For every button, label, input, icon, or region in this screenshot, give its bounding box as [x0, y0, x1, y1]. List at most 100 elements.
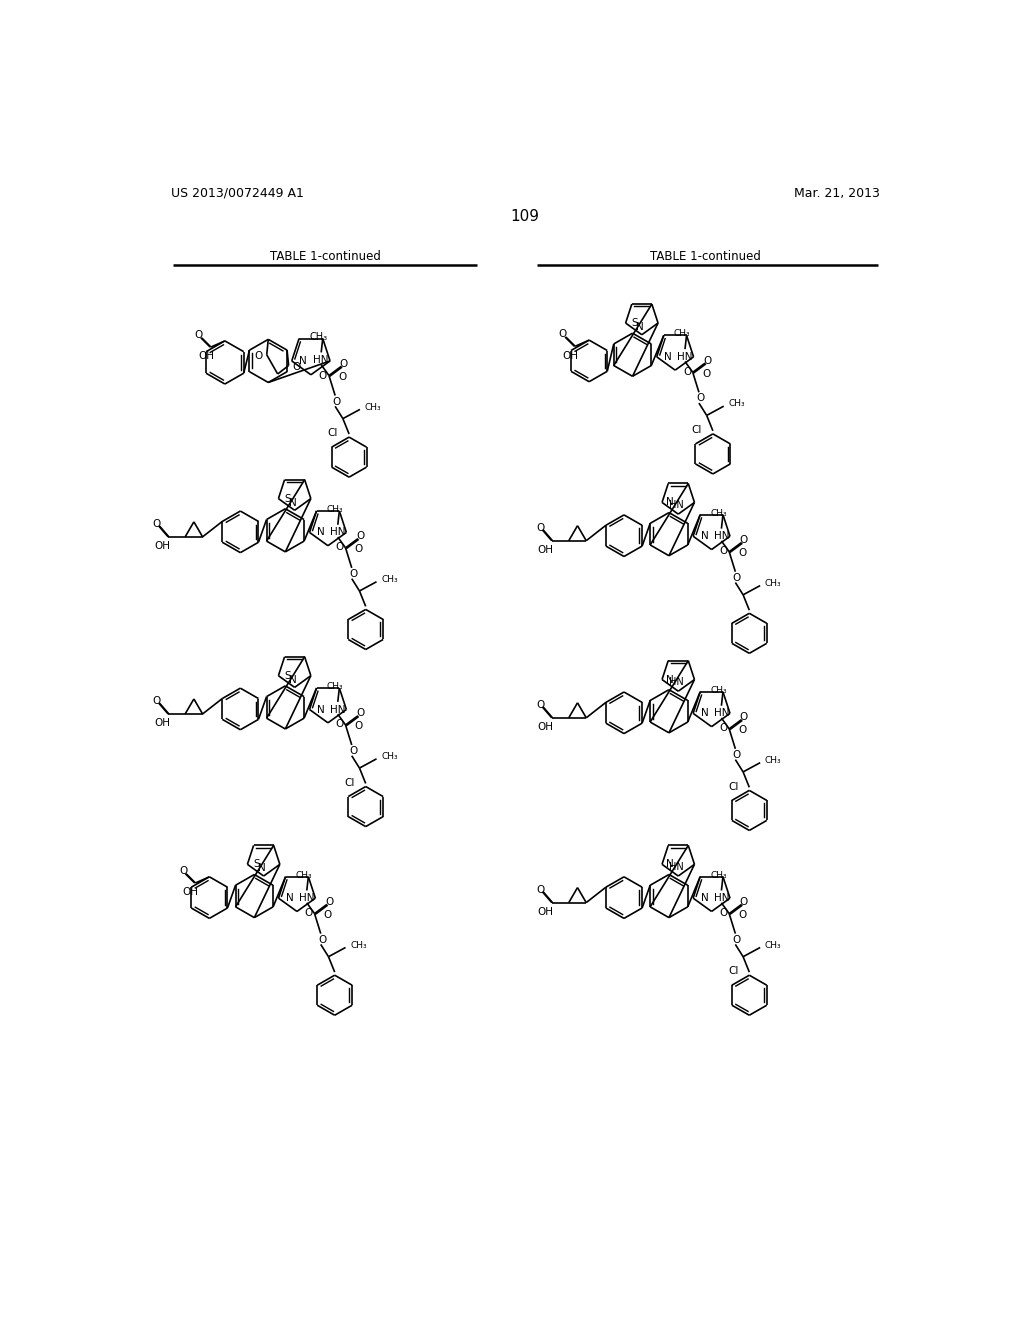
Text: Cl: Cl: [691, 425, 702, 436]
Text: O: O: [719, 723, 728, 733]
Text: O: O: [738, 725, 746, 735]
Text: O: O: [355, 722, 364, 731]
Text: O: O: [336, 719, 344, 730]
Text: O: O: [733, 935, 741, 945]
Text: CH₃: CH₃: [327, 504, 343, 513]
Text: CH₃: CH₃: [728, 400, 745, 408]
Text: O: O: [338, 372, 346, 381]
Text: S: S: [285, 671, 291, 681]
Text: O: O: [683, 367, 691, 376]
Text: Mar. 21, 2013: Mar. 21, 2013: [794, 186, 880, 199]
Text: N: N: [258, 863, 266, 874]
Text: S: S: [253, 859, 260, 870]
Text: CH₃: CH₃: [711, 508, 727, 517]
Text: O: O: [536, 523, 544, 532]
Text: N: N: [636, 322, 644, 333]
Text: O: O: [739, 535, 748, 545]
Text: O: O: [733, 750, 741, 760]
Text: O: O: [326, 898, 334, 907]
Text: HN: HN: [313, 355, 329, 366]
Text: CH₃: CH₃: [327, 682, 343, 690]
Text: OH: OH: [154, 541, 170, 550]
Text: O: O: [719, 908, 728, 917]
Text: TABLE 1-continued: TABLE 1-continued: [650, 251, 761, 264]
Text: O: O: [292, 362, 300, 372]
Text: O: O: [355, 544, 364, 554]
Text: HN: HN: [330, 528, 345, 537]
Text: O: O: [318, 371, 327, 381]
Text: O: O: [739, 713, 748, 722]
Text: O: O: [336, 543, 344, 552]
Text: OH: OH: [538, 722, 554, 733]
Text: CH₃: CH₃: [711, 686, 727, 694]
Text: 109: 109: [510, 209, 540, 223]
Text: CH₃: CH₃: [765, 578, 781, 587]
Text: N: N: [317, 528, 325, 537]
Text: CH₃: CH₃: [365, 403, 381, 412]
Text: Cl: Cl: [728, 781, 738, 792]
Text: HN: HN: [714, 709, 729, 718]
Text: S: S: [285, 494, 291, 504]
Text: N: N: [287, 894, 294, 903]
Text: OH: OH: [199, 351, 214, 362]
Text: N: N: [700, 894, 709, 903]
Text: O: O: [536, 884, 544, 895]
Text: O: O: [153, 519, 161, 529]
Text: US 2013/0072449 A1: US 2013/0072449 A1: [171, 186, 303, 199]
Text: O: O: [738, 548, 746, 558]
Text: O: O: [305, 908, 313, 917]
Text: O: O: [536, 700, 544, 710]
Text: CH₃: CH₃: [381, 752, 397, 762]
Text: OH: OH: [538, 907, 554, 917]
Text: O: O: [733, 573, 741, 583]
Text: OH: OH: [154, 718, 170, 729]
Text: O: O: [349, 746, 357, 756]
Text: O: O: [318, 935, 327, 945]
Text: HN: HN: [330, 705, 345, 714]
Text: N: N: [289, 675, 297, 685]
Text: O: O: [356, 531, 365, 541]
Text: Cl: Cl: [728, 966, 738, 977]
Text: O: O: [333, 397, 341, 407]
Text: N: N: [299, 356, 307, 366]
Text: HN: HN: [299, 894, 314, 903]
Text: CH₃: CH₃: [296, 871, 312, 879]
Text: O: O: [739, 898, 748, 907]
Text: O: O: [738, 909, 746, 920]
Text: O: O: [703, 355, 712, 366]
Text: CH₃: CH₃: [674, 329, 690, 338]
Text: HN: HN: [677, 352, 693, 362]
Text: S: S: [632, 318, 638, 329]
Text: OH: OH: [562, 351, 579, 360]
Text: HN: HN: [670, 500, 684, 510]
Text: HN: HN: [714, 894, 729, 903]
Text: N: N: [666, 859, 674, 870]
Text: Cl: Cl: [344, 777, 355, 788]
Text: Cl: Cl: [328, 428, 338, 438]
Text: O: O: [719, 546, 728, 556]
Text: HN: HN: [714, 531, 729, 541]
Text: CH₃: CH₃: [350, 941, 367, 949]
Text: N: N: [317, 705, 325, 714]
Text: TABLE 1-continued: TABLE 1-continued: [270, 251, 381, 264]
Text: N: N: [666, 675, 674, 685]
Text: N: N: [289, 498, 297, 508]
Text: O: O: [559, 329, 567, 339]
Text: O: O: [179, 866, 187, 875]
Text: CH₃: CH₃: [381, 576, 397, 583]
Text: O: O: [195, 330, 203, 339]
Text: OH: OH: [182, 887, 199, 898]
Text: HN: HN: [670, 677, 684, 686]
Text: N: N: [665, 352, 672, 362]
Text: O: O: [696, 393, 705, 404]
Text: OH: OH: [538, 545, 554, 554]
Text: O: O: [702, 368, 711, 379]
Text: CH₃: CH₃: [765, 941, 781, 949]
Text: O: O: [340, 359, 348, 370]
Text: O: O: [153, 696, 161, 706]
Text: O: O: [324, 909, 332, 920]
Text: CH₃: CH₃: [310, 333, 328, 342]
Text: N: N: [700, 531, 709, 541]
Text: O: O: [356, 709, 365, 718]
Text: CH₃: CH₃: [711, 871, 727, 879]
